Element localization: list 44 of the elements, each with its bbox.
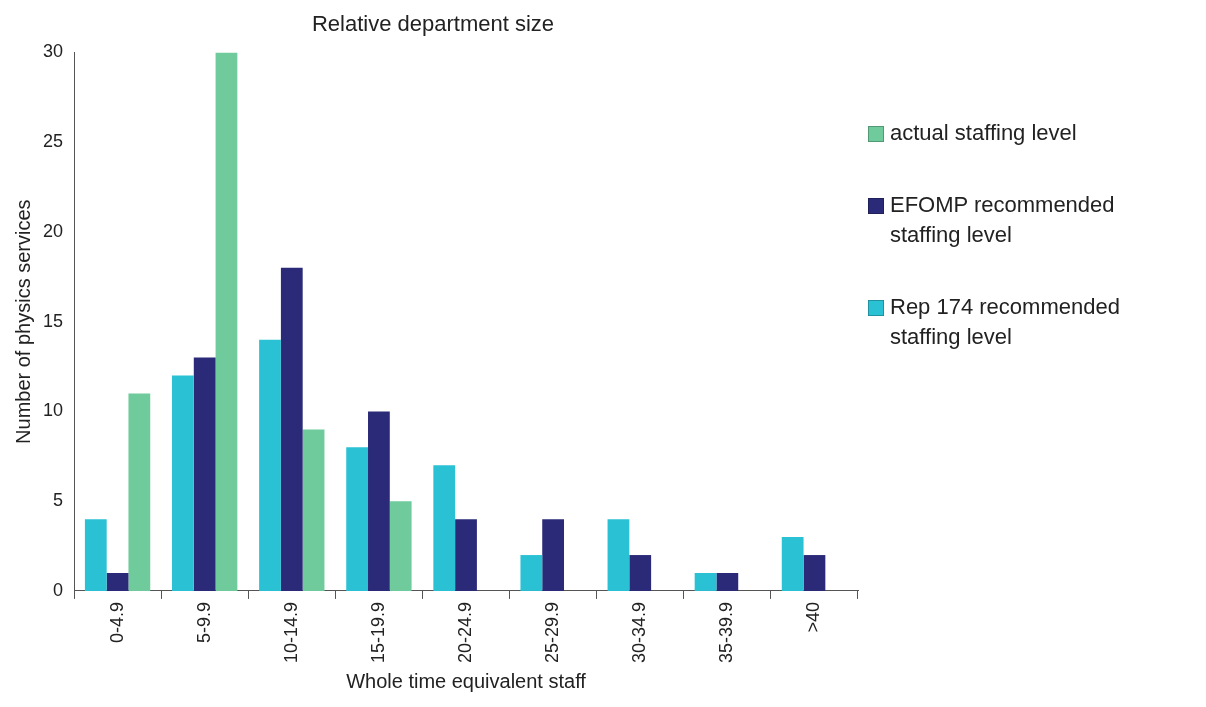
bar <box>368 411 390 591</box>
bar <box>716 573 739 591</box>
bar <box>280 267 303 591</box>
x-tick-label: 15-19.9 <box>367 601 388 664</box>
bar <box>803 555 826 591</box>
bar <box>389 501 412 591</box>
bar <box>84 519 107 591</box>
legend-label: EFOMP recommended staffing level <box>890 191 1116 249</box>
bar <box>781 537 804 591</box>
bar <box>542 519 565 591</box>
bar <box>259 339 281 591</box>
bar <box>215 52 238 591</box>
legend-label: actual staffing level <box>890 119 1077 147</box>
x-tick-label: 25-29.9 <box>542 601 563 664</box>
bar <box>128 393 151 591</box>
legend-label: Rep 174 recommended staffing level <box>890 293 1121 351</box>
bar <box>607 519 630 591</box>
y-tick-label: 20 <box>42 220 64 241</box>
x-tick-label: 20-24.9 <box>454 601 475 664</box>
y-tick-label: 0 <box>53 579 64 600</box>
bar <box>629 555 652 591</box>
x-tick-label: >40 <box>803 601 824 633</box>
bar <box>694 573 717 591</box>
y-tick-label: 15 <box>42 310 64 331</box>
x-tick-label: 0-4.9 <box>106 601 127 643</box>
y-tick-label: 5 <box>53 490 64 511</box>
x-tick-label: 10-14.9 <box>280 601 301 664</box>
y-axis-title: Number of physics services <box>11 199 34 444</box>
bar <box>106 573 129 591</box>
bar <box>346 447 369 591</box>
y-tick-label: 30 <box>42 41 64 62</box>
bar <box>520 555 543 591</box>
chart-title: Relative department size <box>311 11 555 37</box>
bar <box>433 465 456 591</box>
x-tick-label: 30-34.9 <box>629 601 650 664</box>
y-tick-label: 25 <box>42 131 64 152</box>
x-axis-title: Whole time equivalent staff <box>346 669 587 692</box>
x-tick-label: 35-39.9 <box>716 601 737 664</box>
bar <box>172 375 194 591</box>
bar <box>302 429 325 591</box>
y-tick-label: 10 <box>42 400 64 421</box>
bar <box>455 519 477 591</box>
bar <box>193 357 216 591</box>
x-tick-label: 5-9.9 <box>193 601 214 643</box>
